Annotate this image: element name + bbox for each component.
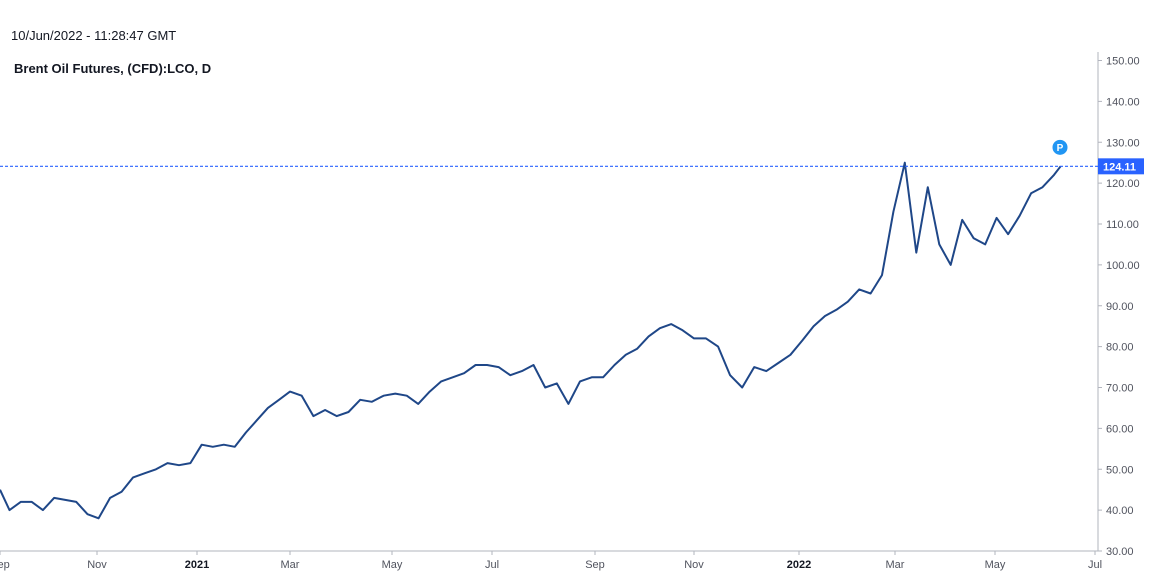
- y-tick-label: 50.00: [1106, 464, 1134, 476]
- y-tick-label: 30.00: [1106, 546, 1134, 558]
- last-price-badge: [1098, 158, 1144, 175]
- x-axis-ticks: Sep Nov 2021 Mar May Jul Sep Nov 2022 Mar May Jul: [0, 551, 1102, 571]
- y-tick-label: 60.00: [1106, 423, 1134, 435]
- x-tick-label: Nov: [87, 559, 107, 571]
- y-tick-label: 140.00: [1106, 96, 1140, 108]
- y-tick-label: 110.00: [1106, 219, 1139, 231]
- x-tick-label: Mar: [281, 559, 300, 571]
- last-price-group: 124.11 P: [0, 139, 1144, 175]
- price-line-group: [0, 161, 1062, 520]
- y-tick-label: 90.00: [1106, 301, 1134, 313]
- x-tick-label: May: [985, 559, 1006, 571]
- x-tick-label: Mar: [886, 559, 905, 571]
- pivot-marker-icon[interactable]: [1052, 139, 1068, 155]
- x-tick-label: Jul: [1088, 559, 1102, 571]
- y-tick-label: 70.00: [1106, 383, 1134, 395]
- x-tick-label: 2021: [185, 559, 209, 571]
- x-tick-label: Jul: [485, 559, 499, 571]
- x-tick-label: Nov: [684, 559, 704, 571]
- x-tick-label: May: [382, 559, 403, 571]
- y-tick-label: 130.00: [1106, 137, 1140, 149]
- pivot-marker-label: P: [1057, 143, 1064, 154]
- y-tick-label: 40.00: [1106, 505, 1134, 517]
- x-tick-label: 2022: [787, 559, 811, 571]
- y-tick-label: 120.00: [1106, 178, 1140, 190]
- y-tick-label: 150.00: [1106, 56, 1140, 68]
- y-tick-label: 100.00: [1106, 260, 1140, 272]
- y-tick-label: 80.00: [1106, 342, 1134, 354]
- x-tick-label: Sep: [0, 559, 10, 571]
- y-axis-ticks: 30.00 40.00 50.00 60.00 70.00 80.00 90.00 100.0…: [1098, 56, 1140, 558]
- timestamp: 10/Jun/2022 - 11:28:47 GMT: [11, 28, 177, 43]
- last-price-label: 124.11: [1103, 161, 1136, 173]
- chart-title: Brent Oil Futures, (CFD):LCO, D: [14, 61, 212, 76]
- price-series-line: [0, 161, 1062, 520]
- x-tick-label: Sep: [585, 559, 605, 571]
